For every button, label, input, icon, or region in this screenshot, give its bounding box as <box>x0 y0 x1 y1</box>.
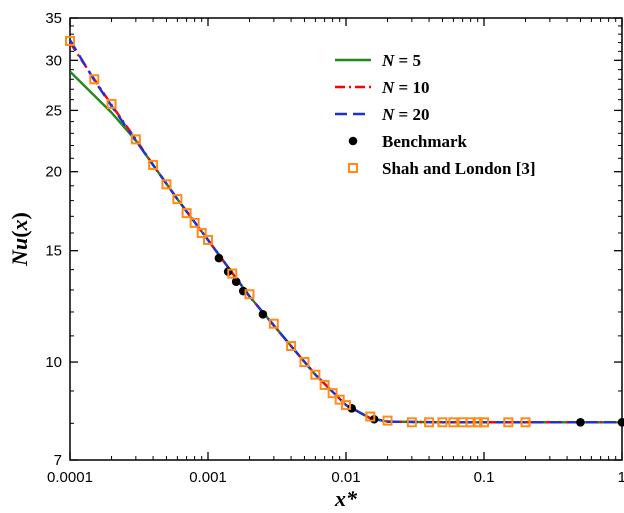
plot-frame <box>69 17 623 461</box>
shah-london-point <box>448 417 459 428</box>
x-tick-label: 1 <box>618 469 624 486</box>
shah-london-point <box>520 417 531 428</box>
y-tick-label: 35 <box>45 10 62 27</box>
series-line-1 <box>70 70 622 424</box>
y-axis-title-part: ) <box>7 212 32 219</box>
shah-london-point <box>437 417 448 428</box>
shah-london-point <box>319 379 330 390</box>
legend-label-1: N = 5 <box>381 51 421 70</box>
benchmark-point <box>617 418 624 427</box>
shah-london-point <box>310 369 321 380</box>
shah-london-point <box>406 417 417 428</box>
shah-london-point <box>130 134 141 145</box>
shah-london-point <box>181 208 192 219</box>
shah-london-point <box>365 411 376 422</box>
y-axis-title-part: Nu <box>7 238 32 267</box>
x-axis-title: x* <box>334 486 358 511</box>
legend-label-4: Benchmark <box>382 132 468 151</box>
shah-london-point <box>189 217 200 228</box>
shah-london-point <box>472 417 483 428</box>
y-tick-label: 20 <box>45 164 62 181</box>
legend-label-2: N = 10 <box>381 78 429 97</box>
legend-marker-benchmark <box>348 136 358 146</box>
y-tick-label: 10 <box>45 354 62 371</box>
benchmark-point <box>576 418 585 427</box>
benchmark-point <box>258 309 268 319</box>
legend-label-3: N = 20 <box>381 105 429 124</box>
shah-london-point <box>65 35 75 46</box>
benchmark-point <box>214 253 224 263</box>
y-tick-label: 25 <box>45 102 62 119</box>
y-tick-label: 15 <box>45 243 62 260</box>
y-axis-title: Nu(x) <box>7 212 32 267</box>
x-tick-label: 0.1 <box>474 469 495 486</box>
y-axis-title-part: x <box>7 219 32 231</box>
series-line-3 <box>70 39 622 424</box>
legend-marker-shah-london <box>348 163 358 173</box>
shah-london-point <box>382 415 393 426</box>
shah-london-point <box>286 341 297 352</box>
shah-london-point <box>203 234 213 245</box>
shah-london-point <box>106 98 117 109</box>
y-tick-label: 7 <box>54 452 62 469</box>
shah-london-point <box>479 417 489 428</box>
shah-london-point <box>89 74 100 85</box>
y-axis-title-part: ( <box>7 230 32 237</box>
plot-markers <box>65 35 624 428</box>
legend-label-5: Shah and London [3] <box>382 159 536 178</box>
y-tick-label: 30 <box>45 52 62 69</box>
x-tick-label: 0.001 <box>189 469 227 486</box>
shah-london-point <box>227 268 238 279</box>
shah-london-point <box>172 194 183 205</box>
axes: 0.0001 0.001 0.01 0.1 1 7 10 15 20 25 30 35 <box>45 10 624 486</box>
shah-london-point <box>299 357 310 368</box>
legend: N = 5 N = 10 N = 20 Benchmark Shah and Londo… <box>335 51 536 178</box>
benchmark-point <box>231 277 241 286</box>
series-line-2 <box>70 41 622 424</box>
x-tick-label: 0.01 <box>331 469 360 486</box>
shah-london-point <box>503 417 514 428</box>
shah-london-point <box>244 289 255 300</box>
shah-london-point <box>424 417 435 428</box>
x-tick-label: 0.0001 <box>47 469 93 486</box>
plot-series <box>70 39 622 424</box>
shah-london-point <box>148 159 159 170</box>
shah-london-point <box>196 227 207 238</box>
shah-london-point <box>327 388 338 399</box>
shah-london-point <box>161 179 172 190</box>
shah-london-point <box>341 400 351 411</box>
shah-london-point <box>268 318 279 329</box>
shah-london-point <box>334 394 345 405</box>
